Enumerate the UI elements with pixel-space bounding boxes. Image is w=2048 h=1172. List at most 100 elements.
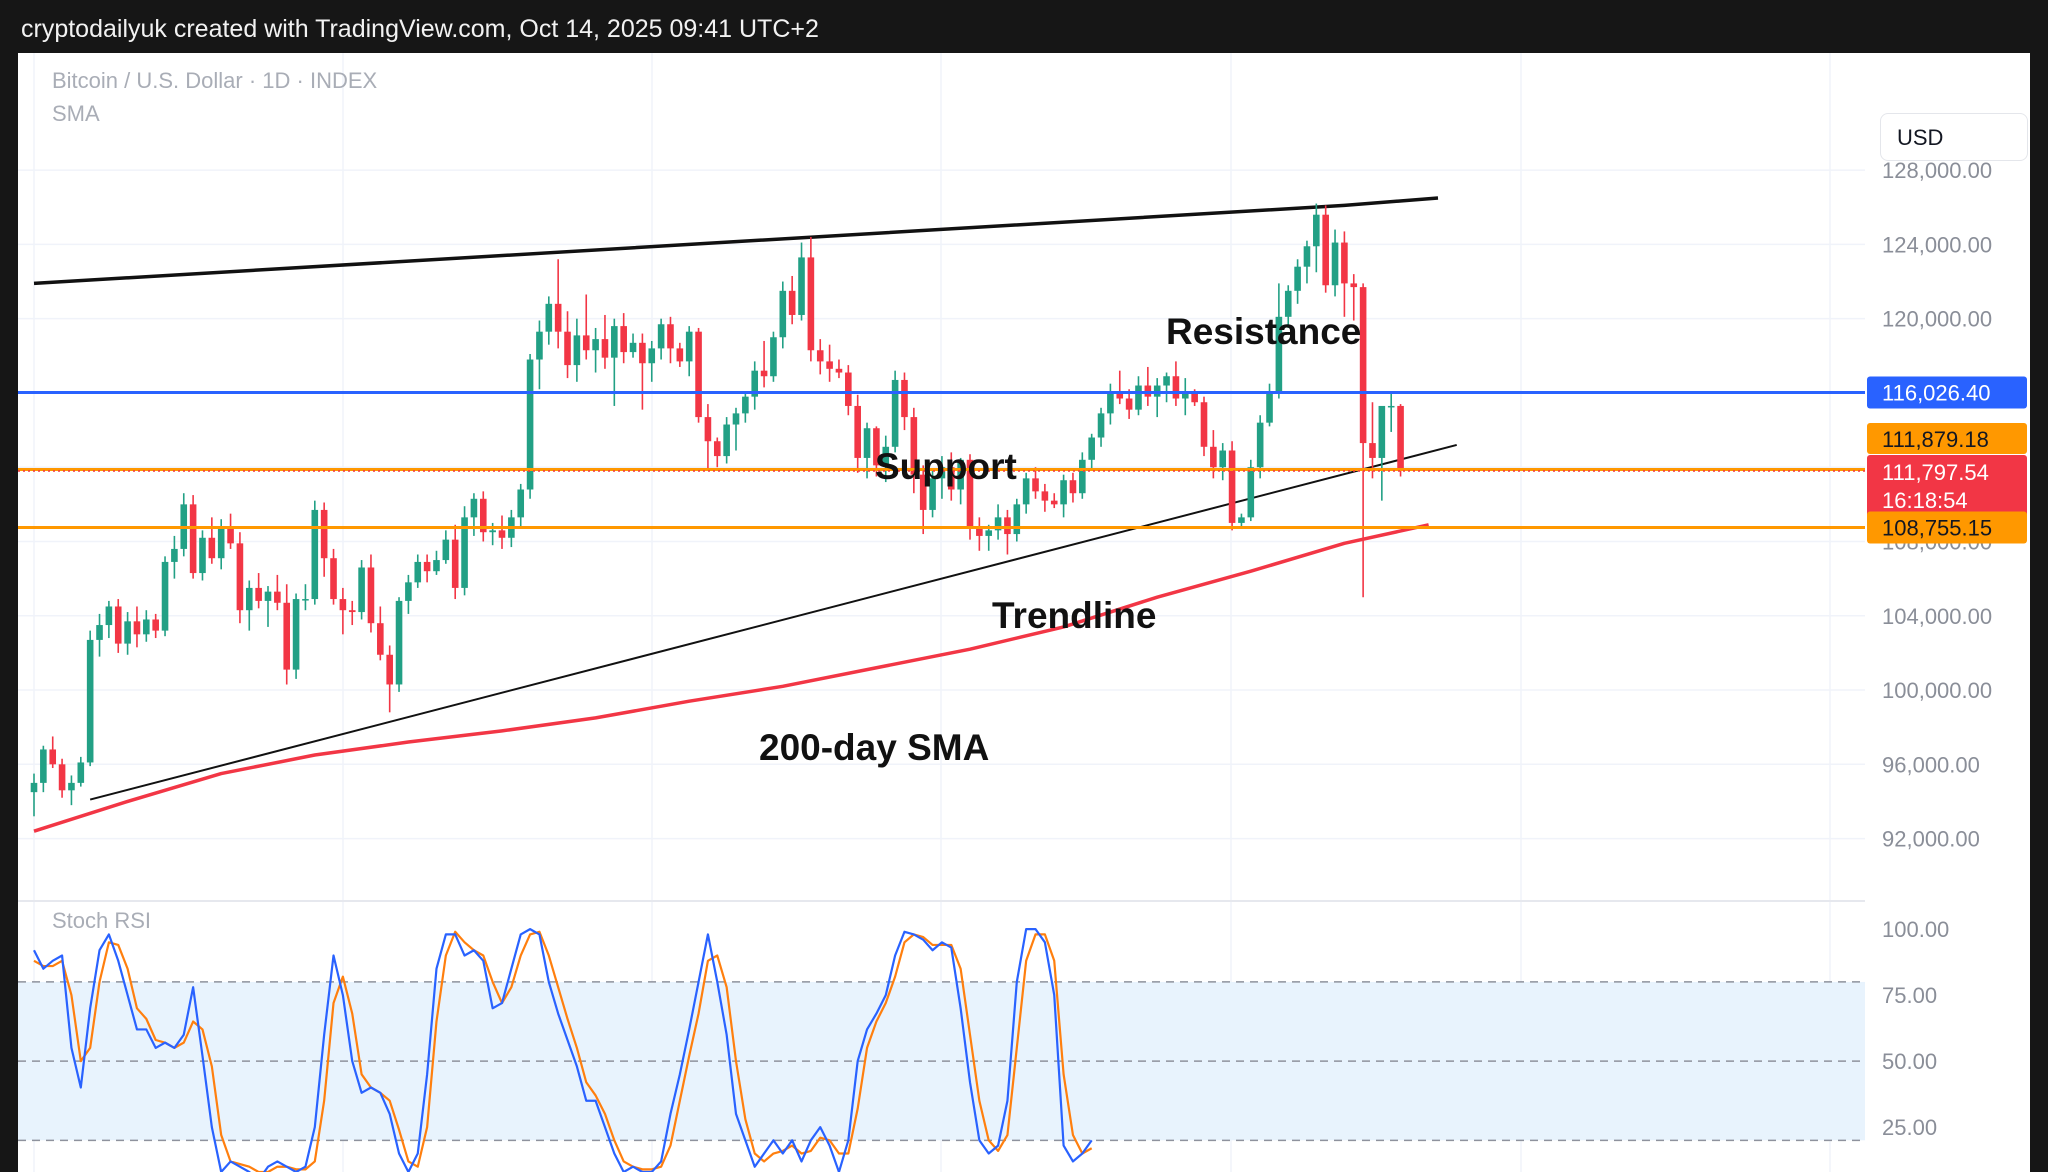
candle[interactable]	[1022, 472, 1030, 514]
candle[interactable]	[1135, 376, 1142, 416]
candle[interactable]	[770, 331, 777, 382]
candle[interactable]	[601, 314, 609, 369]
candle[interactable]	[732, 407, 740, 451]
candle[interactable]	[1041, 483, 1049, 512]
candle[interactable]	[573, 318, 581, 382]
candle[interactable]	[947, 452, 955, 501]
candle[interactable]	[835, 359, 843, 379]
candle[interactable]	[779, 281, 787, 349]
candle[interactable]	[957, 457, 964, 505]
candle[interactable]	[620, 313, 627, 364]
candle[interactable]	[479, 491, 487, 542]
candle[interactable]	[910, 407, 918, 494]
candle[interactable]	[311, 500, 319, 605]
candle[interactable]	[245, 580, 253, 631]
candle[interactable]	[433, 550, 440, 575]
candle[interactable]	[49, 736, 57, 769]
candle[interactable]	[498, 515, 506, 549]
currency-button[interactable]: USD	[1880, 113, 2028, 161]
candle[interactable]	[320, 502, 328, 577]
candle[interactable]	[985, 524, 993, 551]
candle[interactable]	[68, 775, 75, 806]
candle[interactable]	[845, 365, 852, 416]
candle[interactable]	[199, 530, 206, 581]
candle[interactable]	[1004, 509, 1011, 555]
resistance-price-tag[interactable]: 116,026.40	[1867, 376, 2027, 409]
candle[interactable]	[526, 353, 534, 499]
candle[interactable]	[124, 612, 131, 655]
candle[interactable]	[1266, 383, 1273, 427]
candle[interactable]	[292, 593, 300, 679]
candle[interactable]	[1359, 283, 1367, 598]
candle[interactable]	[414, 554, 422, 588]
candle[interactable]	[545, 296, 553, 345]
candle[interactable]	[348, 600, 356, 626]
candle[interactable]	[994, 504, 1002, 540]
candle[interactable]	[1060, 474, 1067, 518]
candle[interactable]	[854, 394, 861, 473]
candle[interactable]	[695, 327, 702, 423]
candle[interactable]	[283, 584, 291, 685]
candle[interactable]	[330, 548, 337, 605]
candle[interactable]	[826, 344, 833, 382]
candle[interactable]	[1200, 396, 1208, 457]
candle[interactable]	[1275, 283, 1283, 399]
candle[interactable]	[143, 610, 150, 642]
candle[interactable]	[395, 597, 403, 692]
candle[interactable]	[1013, 498, 1021, 542]
candle[interactable]	[58, 758, 66, 798]
candle[interactable]	[901, 372, 908, 431]
candle[interactable]	[807, 236, 815, 362]
candle[interactable]	[1397, 404, 1404, 477]
candle[interactable]	[96, 613, 103, 657]
candle[interactable]	[1341, 231, 1348, 317]
candle[interactable]	[1303, 240, 1311, 284]
trendline-label[interactable]: Trendline	[992, 595, 1156, 636]
stoch-k-line[interactable]	[33, 928, 1093, 1172]
candle[interactable]	[1219, 443, 1227, 481]
candle[interactable]	[1107, 383, 1114, 425]
candle[interactable]	[929, 469, 936, 518]
candle[interactable]	[704, 404, 712, 470]
upper-channel-line[interactable]	[33, 196, 1439, 286]
candle[interactable]	[358, 560, 365, 620]
candle[interactable]	[760, 340, 768, 388]
candle[interactable]	[1181, 378, 1189, 416]
candle[interactable]	[274, 574, 281, 611]
candle[interactable]	[938, 456, 946, 499]
candle[interactable]	[882, 435, 890, 483]
candle[interactable]	[1350, 274, 1358, 321]
candle[interactable]	[657, 318, 665, 360]
support-upper-price-tag[interactable]: 111,879.18	[1867, 422, 2027, 454]
candle[interactable]	[751, 361, 759, 410]
candle[interactable]	[189, 495, 197, 579]
candle[interactable]	[1088, 433, 1095, 471]
candle[interactable]	[1125, 389, 1133, 419]
candle[interactable]	[517, 483, 525, 527]
candle[interactable]	[264, 586, 272, 627]
candle[interactable]	[405, 574, 412, 614]
candle[interactable]	[386, 645, 393, 713]
candle[interactable]	[564, 311, 571, 379]
last-price-tag[interactable]: 111,797.54 16:18:54	[1867, 454, 2027, 517]
candle[interactable]	[461, 506, 468, 596]
candle[interactable]	[423, 554, 431, 583]
candle[interactable]	[976, 517, 983, 551]
candle[interactable]	[114, 599, 122, 653]
candle[interactable]	[1387, 392, 1395, 432]
candle[interactable]	[152, 613, 159, 639]
candle[interactable]	[302, 584, 309, 611]
candle[interactable]	[367, 554, 375, 633]
candle[interactable]	[798, 242, 805, 321]
candle[interactable]	[1322, 205, 1329, 293]
candle[interactable]	[1079, 452, 1086, 499]
candle[interactable]	[339, 587, 347, 635]
candle[interactable]	[1378, 405, 1386, 501]
candle[interactable]	[639, 333, 646, 410]
support-lower-price-tag[interactable]: 108,755.15	[1867, 511, 2027, 544]
candle[interactable]	[451, 524, 459, 600]
price-axis[interactable]	[1865, 53, 2030, 1172]
candle[interactable]	[891, 370, 899, 453]
candle[interactable]	[1369, 402, 1376, 479]
candle[interactable]	[592, 327, 599, 373]
